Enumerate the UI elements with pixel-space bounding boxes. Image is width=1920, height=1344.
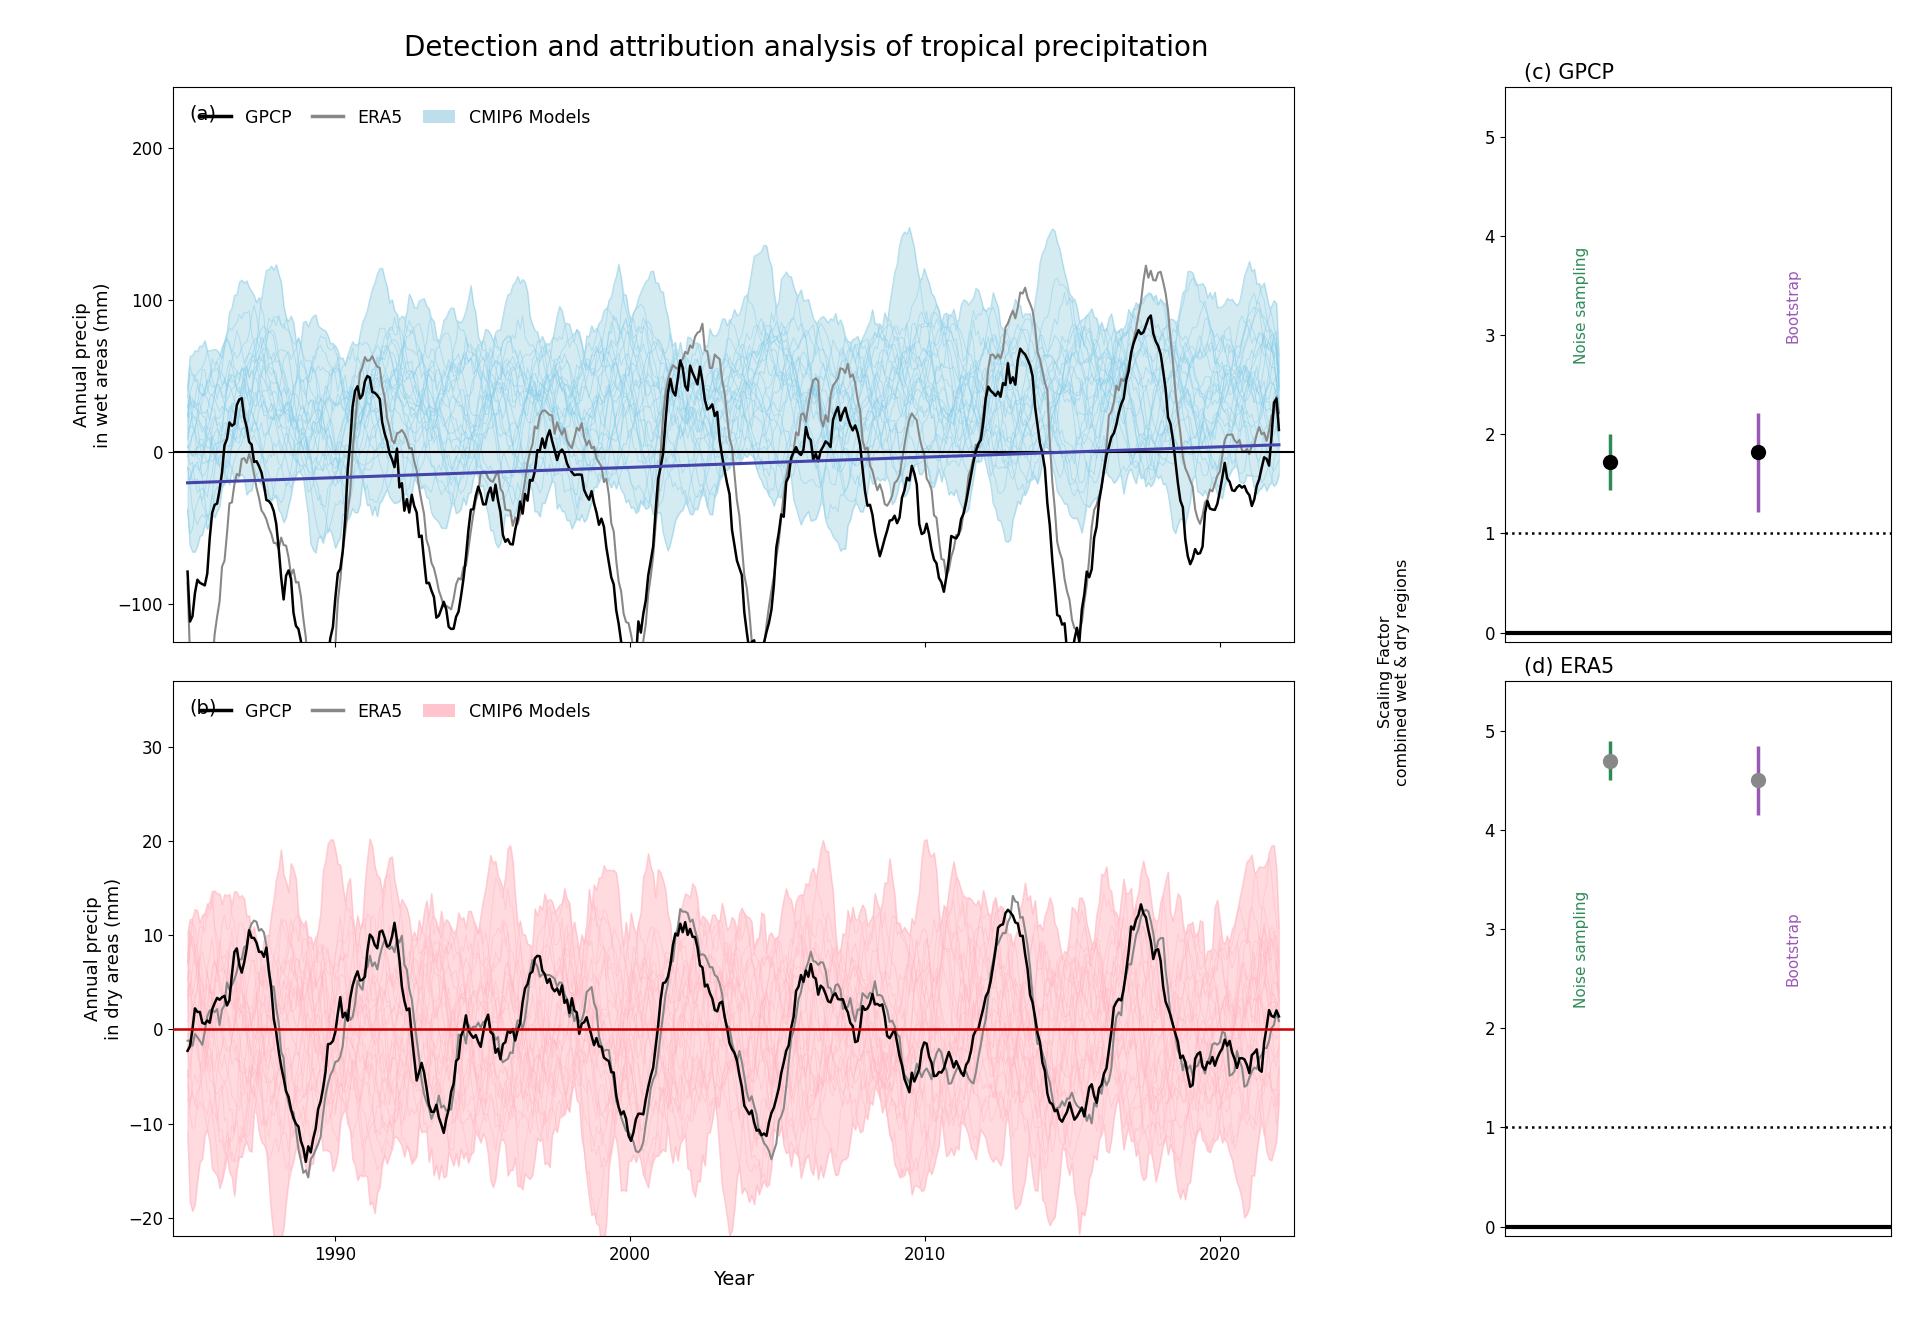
Y-axis label: Annual precip
in dry areas (mm): Annual precip in dry areas (mm) bbox=[84, 878, 123, 1040]
Text: (b): (b) bbox=[190, 698, 217, 716]
Text: Detection and attribution analysis of tropical precipitation: Detection and attribution analysis of tr… bbox=[403, 34, 1210, 62]
Y-axis label: Annual precip
in wet areas (mm): Annual precip in wet areas (mm) bbox=[73, 282, 111, 448]
Text: Scaling Factor
combined wet & dry regions: Scaling Factor combined wet & dry region… bbox=[1379, 558, 1409, 786]
Text: (d) ERA5: (d) ERA5 bbox=[1524, 657, 1615, 677]
Text: (c) GPCP: (c) GPCP bbox=[1524, 63, 1615, 83]
Text: Noise sampling: Noise sampling bbox=[1574, 890, 1590, 1008]
Legend: GPCP, ERA5, CMIP6 Models: GPCP, ERA5, CMIP6 Models bbox=[192, 102, 597, 133]
Text: Noise sampling: Noise sampling bbox=[1574, 247, 1590, 364]
X-axis label: Year: Year bbox=[712, 1270, 755, 1289]
Text: Bootstrap: Bootstrap bbox=[1786, 267, 1801, 343]
Legend: GPCP, ERA5, CMIP6 Models: GPCP, ERA5, CMIP6 Models bbox=[192, 696, 597, 727]
Text: Bootstrap: Bootstrap bbox=[1786, 911, 1801, 986]
Text: (a): (a) bbox=[190, 103, 217, 124]
